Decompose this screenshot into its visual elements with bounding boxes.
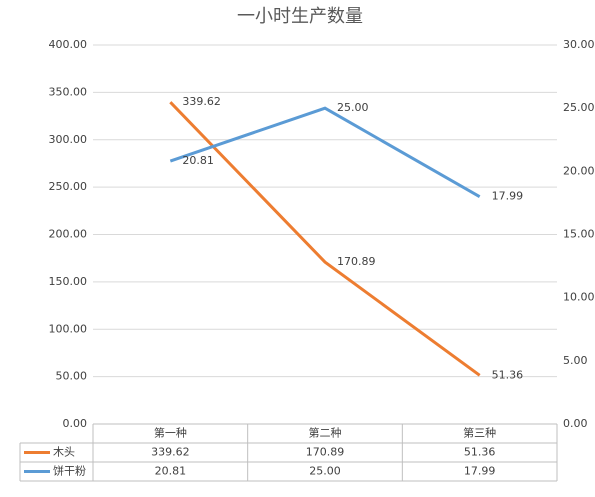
x-tick-label: 第二种 bbox=[309, 426, 342, 440]
y-tick-label: 250.00 bbox=[49, 180, 88, 193]
x-tick-label: 第三种 bbox=[463, 426, 496, 440]
y2-tick-label: 10.00 bbox=[563, 291, 595, 304]
y2-tick-label: 5.00 bbox=[563, 354, 588, 367]
table-cell: 170.89 bbox=[306, 446, 345, 459]
legend-label: 饼干粉 bbox=[53, 464, 86, 478]
y2-tick-label: 30.00 bbox=[563, 38, 595, 51]
y2-tick-label: 20.00 bbox=[563, 164, 595, 177]
line bbox=[169, 101, 481, 377]
table-cell: 51.36 bbox=[464, 446, 496, 459]
y-tick-label: 300.00 bbox=[49, 133, 88, 146]
table-cell: 17.99 bbox=[464, 465, 496, 478]
y2-tick-label: 15.00 bbox=[563, 228, 595, 241]
legend-label: 木头 bbox=[53, 446, 75, 459]
y-tick-label: 350.00 bbox=[49, 85, 88, 98]
y-tick-label: 200.00 bbox=[49, 228, 88, 241]
y-tick-label: 0.00 bbox=[63, 417, 88, 430]
table-cell: 339.62 bbox=[151, 446, 190, 459]
data-label: 51.36 bbox=[492, 368, 523, 381]
line bbox=[169, 106, 481, 199]
y-tick-label: 150.00 bbox=[49, 275, 88, 288]
x-tick-label: 第一种 bbox=[154, 426, 187, 440]
chart-title: 一小时生产数量 bbox=[237, 6, 363, 27]
y-tick-label: 400.00 bbox=[49, 38, 88, 51]
table-cell: 20.81 bbox=[155, 465, 187, 478]
y-tick-label: 100.00 bbox=[49, 322, 88, 335]
y2-tick-label: 0.00 bbox=[563, 417, 588, 430]
table-cell: 25.00 bbox=[309, 465, 341, 478]
y-tick-label: 50.00 bbox=[56, 370, 88, 383]
data-label: 17.99 bbox=[492, 190, 523, 203]
data-label: 170.89 bbox=[337, 255, 376, 268]
y2-tick-label: 25.00 bbox=[563, 101, 595, 114]
data-label: 339.62 bbox=[182, 95, 221, 108]
data-label: 25.00 bbox=[337, 101, 369, 114]
data-label: 20.81 bbox=[182, 154, 214, 167]
